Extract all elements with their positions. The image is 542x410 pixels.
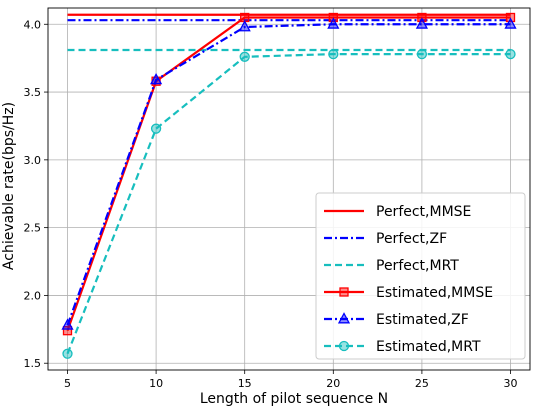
y-axis: 1.5 2.0 2.5 3.0 3.5 4.0 [24,18,48,370]
x-tick-label: 10 [149,377,163,390]
data-point [238,20,251,32]
legend-item-3: Estimated,MMSE [324,285,493,301]
series-line [66,52,511,355]
x-tick-label: 30 [504,377,518,390]
y-tick-label: 2.5 [24,222,42,235]
legend-label: Estimated,MMSE [376,285,493,301]
series-line [66,23,511,326]
series-4 [61,17,517,330]
data-point [505,48,516,60]
y-tick-label: 4.0 [24,18,42,31]
data-point [62,348,73,359]
legend-marker [337,312,351,324]
x-tick-label: 25 [415,377,429,390]
legend-label: Estimated,MRT [376,339,481,355]
data-point [62,326,73,336]
legend: Perfect,MMSE Perfect,ZF Perfect,MRT Estimat… [315,192,526,360]
data-point [150,123,162,134]
data-point [415,17,428,29]
x-tick-label: 5 [64,377,71,390]
data-point [239,51,250,62]
legend-item-0: Perfect,MMSE [324,204,471,220]
plot-frame [47,7,531,371]
x-tick-label: 20 [326,377,340,390]
legend-item-2: Perfect,MRT [324,258,459,274]
data-point [504,17,517,29]
y-tick-label: 3.0 [24,154,42,167]
data-point [150,72,163,85]
legend-item-1: Perfect,ZF [324,231,447,247]
y-tick-label: 3.5 [24,86,42,99]
y-axis-label: Achievable rate(bps/Hz) [1,102,17,270]
legend-label: Estimated,ZF [376,312,469,328]
legend-marker [339,287,349,297]
legend-item-5: Estimated,MRT [324,339,481,355]
data-point [328,48,339,60]
legend-label: Perfect,ZF [376,231,447,247]
x-axis-label: Length of pilot sequence N [200,391,388,407]
y-tick-label: 1.5 [24,357,42,370]
grid-lines [48,8,530,370]
legend-box [315,192,526,360]
x-axis: 5 10 15 20 25 30 [64,370,518,390]
x-tick-label: 15 [238,377,252,390]
y-tick-label: 2.0 [24,289,42,302]
legend-label: Perfect,MMSE [376,204,471,220]
data-point [327,17,340,29]
data-point [416,48,428,60]
legend-marker [338,340,350,352]
series-5 [62,48,516,359]
series-layer [61,12,517,359]
data-point [61,318,74,330]
legend-label: Perfect,MRT [376,258,459,274]
legend-item-4: Estimated,ZF [324,312,469,328]
